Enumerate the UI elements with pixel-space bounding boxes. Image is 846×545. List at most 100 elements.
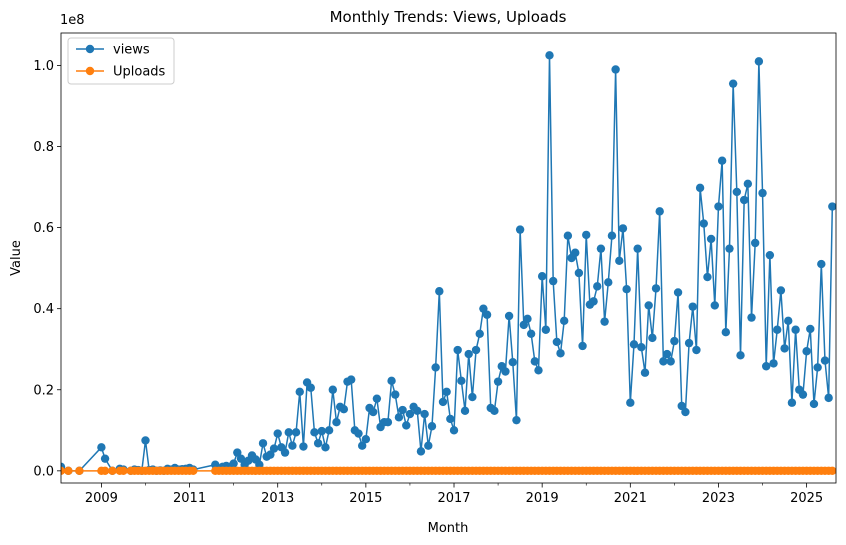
views-point (611, 65, 620, 74)
views-point (141, 436, 150, 445)
views-point (427, 422, 437, 431)
y-tick-label: 0.6 (33, 221, 54, 236)
uploads-point (75, 466, 84, 476)
views-point (471, 345, 481, 355)
views-point (534, 366, 543, 375)
views-point (284, 428, 293, 437)
views-point (317, 426, 326, 436)
views-point (475, 329, 484, 339)
views-point (695, 183, 705, 193)
views-point (324, 426, 334, 435)
chart-title: Monthly Trends: Views, Uploads (330, 8, 567, 26)
views-point (295, 387, 304, 396)
views-point (321, 443, 330, 452)
views-point (398, 405, 407, 415)
views-point (299, 442, 308, 451)
x-tick-label: 2021 (614, 491, 647, 506)
y-offset-label: 1e8 (60, 13, 85, 28)
y-tick-label: 1.0 (33, 59, 54, 74)
axes-frame (60, 32, 837, 484)
y-tick-label: 0.0 (33, 464, 54, 479)
views-point (438, 397, 448, 407)
views-point (236, 454, 246, 463)
views-point (493, 377, 503, 386)
y-tick-label: 0.2 (33, 383, 54, 398)
views-point (806, 324, 815, 334)
x-tick-label: 2013 (261, 491, 294, 506)
uploads-point (100, 466, 110, 476)
views-point (339, 405, 349, 414)
views-point (431, 363, 440, 372)
views-point (604, 278, 613, 287)
views-point (710, 301, 719, 310)
views-point (762, 362, 771, 371)
views-point (501, 367, 510, 376)
views-point (266, 450, 275, 459)
views-point (677, 401, 686, 411)
views-point (416, 447, 426, 456)
views-point (622, 285, 631, 294)
views-point (769, 359, 778, 368)
views-point (523, 314, 532, 324)
views-point (607, 231, 617, 240)
views-point (721, 327, 731, 337)
views-point (684, 338, 694, 348)
views-point (519, 320, 528, 330)
views-point (717, 156, 727, 165)
legend: views Uploads (67, 37, 175, 85)
views-point (739, 195, 749, 205)
legend-marker (85, 66, 95, 76)
views-point (633, 244, 642, 253)
views-point (229, 459, 238, 468)
views-point (706, 234, 716, 244)
views-point (780, 344, 789, 353)
views-point (666, 357, 675, 366)
views-point (391, 390, 400, 399)
views-point (817, 259, 826, 269)
views-point (541, 325, 551, 334)
views-point (537, 272, 547, 281)
views-point (394, 413, 404, 422)
y-tick-label: 0.8 (33, 140, 54, 155)
plot-area (61, 51, 836, 476)
views-point (258, 439, 268, 448)
views-point (692, 345, 701, 355)
views-point (435, 287, 444, 296)
views-point (596, 244, 606, 253)
views-point (728, 79, 738, 88)
views-point (824, 393, 833, 403)
views-point (504, 311, 514, 321)
views-point (530, 357, 540, 366)
views-point (255, 460, 264, 469)
views-point (464, 349, 473, 359)
views-point (310, 428, 319, 437)
uploads-point (189, 466, 198, 476)
x-tick-label: 2015 (349, 491, 382, 506)
views-point (273, 429, 282, 438)
views-point (269, 444, 279, 453)
views-point (600, 317, 609, 326)
views-point (828, 202, 836, 211)
views-point (791, 325, 800, 334)
views-point (648, 333, 657, 343)
views-point (802, 347, 811, 356)
x-tick-label: 2011 (173, 491, 206, 506)
x-axis-label: Month (428, 521, 469, 536)
views-point (468, 392, 477, 402)
views-point (582, 230, 591, 240)
views-point (552, 337, 562, 347)
views-point (446, 414, 455, 424)
views-point (545, 51, 554, 60)
legend-label: views (113, 43, 150, 58)
y-axis-label: Value (9, 240, 24, 276)
uploads-point (828, 466, 836, 476)
views-point (618, 224, 628, 233)
views-point (449, 426, 459, 435)
views-point (291, 428, 301, 437)
x-tick-label: 2023 (702, 491, 735, 506)
views-point (662, 349, 672, 359)
views-point (402, 421, 411, 430)
views-point (453, 345, 462, 355)
views-point (387, 376, 396, 386)
